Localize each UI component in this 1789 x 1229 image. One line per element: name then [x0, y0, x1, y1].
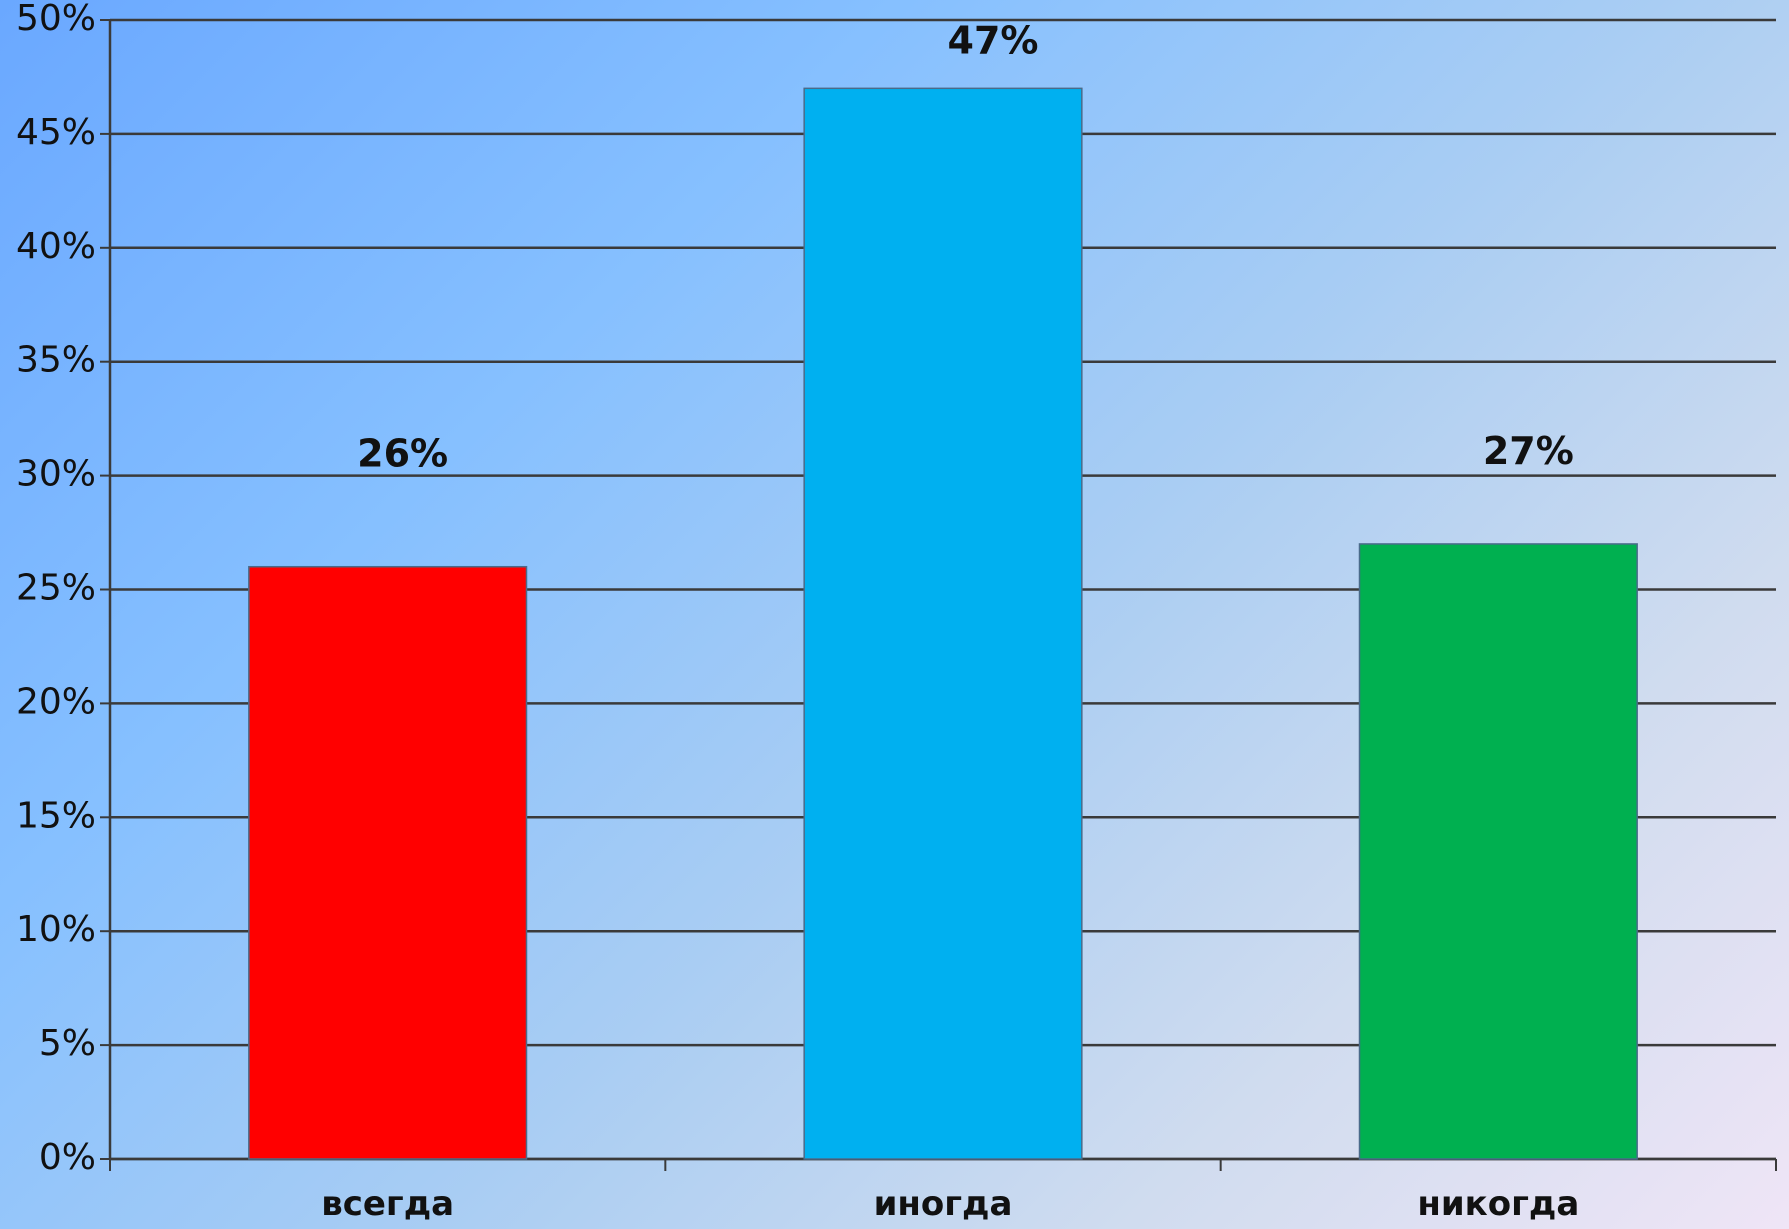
y-tick-label: 45% — [16, 112, 96, 153]
y-tick-label: 0% — [39, 1137, 96, 1178]
bar-1 — [248, 565, 528, 1160]
y-tick-label: 30% — [16, 454, 96, 495]
bars — [248, 87, 1638, 1160]
data-label: 47% — [948, 18, 1039, 62]
y-tick-label: 10% — [16, 909, 96, 950]
y-tick-label: 50% — [16, 0, 96, 39]
y-tick-label: 35% — [16, 340, 96, 381]
bar-2 — [803, 87, 1083, 1160]
y-tick-label: 25% — [16, 568, 96, 609]
x-category-label: никогда — [1417, 1184, 1579, 1224]
y-tick-label: 5% — [39, 1023, 96, 1064]
y-tick-label: 15% — [16, 795, 96, 836]
x-category-label: иногда — [874, 1184, 1013, 1224]
labels: 0% 5% 10% 15% 20% 25% 30% 35% 40% 45% 50% 26% всегда… — [16, 0, 1579, 1224]
data-label: 27% — [1483, 429, 1574, 473]
bar-3 — [1358, 543, 1638, 1160]
y-tick-label: 40% — [16, 226, 96, 267]
x-category-label: всегда — [321, 1184, 454, 1224]
y-tick-label: 20% — [16, 681, 96, 722]
data-label: 26% — [357, 432, 448, 476]
